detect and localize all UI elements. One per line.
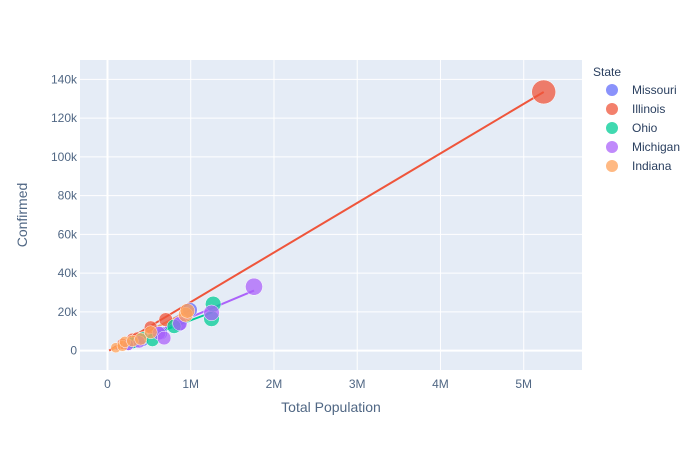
legend-item-ohio[interactable]: Ohio — [606, 121, 658, 135]
legend-marker — [606, 103, 618, 115]
y-tick-label: 120k — [51, 111, 78, 125]
x-tick-label: 5M — [515, 377, 532, 391]
legend-items[interactable]: Missouri Illinois Ohio Michigan Indiana — [606, 83, 680, 173]
legend-label: Indiana — [632, 159, 672, 173]
y-tick-label: 20k — [58, 305, 78, 319]
legend-label: Illinois — [632, 102, 665, 116]
legend-item-illinois[interactable]: Illinois — [606, 102, 665, 116]
legend-item-missouri[interactable]: Missouri — [606, 83, 677, 97]
legend-item-michigan[interactable]: Michigan — [606, 140, 680, 154]
y-tick-label: 100k — [51, 150, 78, 164]
legend-marker — [606, 84, 618, 96]
legend-label: Missouri — [632, 83, 677, 97]
grid-lines — [80, 60, 582, 370]
point-indiana[interactable] — [179, 303, 196, 319]
x-tick-label: 0 — [104, 377, 111, 391]
x-tick-labels: 0 1M 2M 3M 4M 5M — [104, 377, 532, 391]
y-axis-title: Confirmed — [14, 183, 30, 248]
point-michigan[interactable] — [245, 277, 263, 296]
point-illinois[interactable] — [531, 79, 556, 105]
legend-title: State — [593, 65, 621, 79]
x-tick-label: 2M — [266, 377, 283, 391]
x-tick-label: 1M — [182, 377, 199, 391]
legend-marker — [606, 141, 618, 153]
y-tick-label: 40k — [58, 266, 78, 280]
x-axis-title: Total Population — [281, 399, 381, 415]
y-tick-labels: 0 20k 40k 60k 80k 100k 120k 140k — [51, 72, 78, 357]
point-michigan[interactable] — [156, 330, 172, 346]
legend-marker — [606, 160, 618, 172]
y-tick-label: 140k — [51, 72, 78, 86]
legend-label: Michigan — [632, 140, 680, 154]
legend-marker — [606, 122, 618, 134]
y-tick-label: 0 — [70, 344, 77, 358]
data-points — [110, 79, 556, 354]
y-tick-label: 60k — [58, 227, 78, 241]
point-indiana[interactable] — [134, 332, 148, 346]
y-tick-label: 80k — [58, 189, 78, 203]
x-tick-label: 4M — [432, 377, 449, 391]
point-michigan[interactable] — [203, 304, 220, 321]
point-indiana[interactable] — [144, 325, 158, 339]
legend[interactable]: State Missouri Illinois Ohio Michigan Indian… — [593, 65, 680, 173]
legend-item-indiana[interactable]: Indiana — [606, 159, 672, 173]
legend-label: Ohio — [632, 121, 658, 135]
x-tick-label: 3M — [349, 377, 366, 391]
